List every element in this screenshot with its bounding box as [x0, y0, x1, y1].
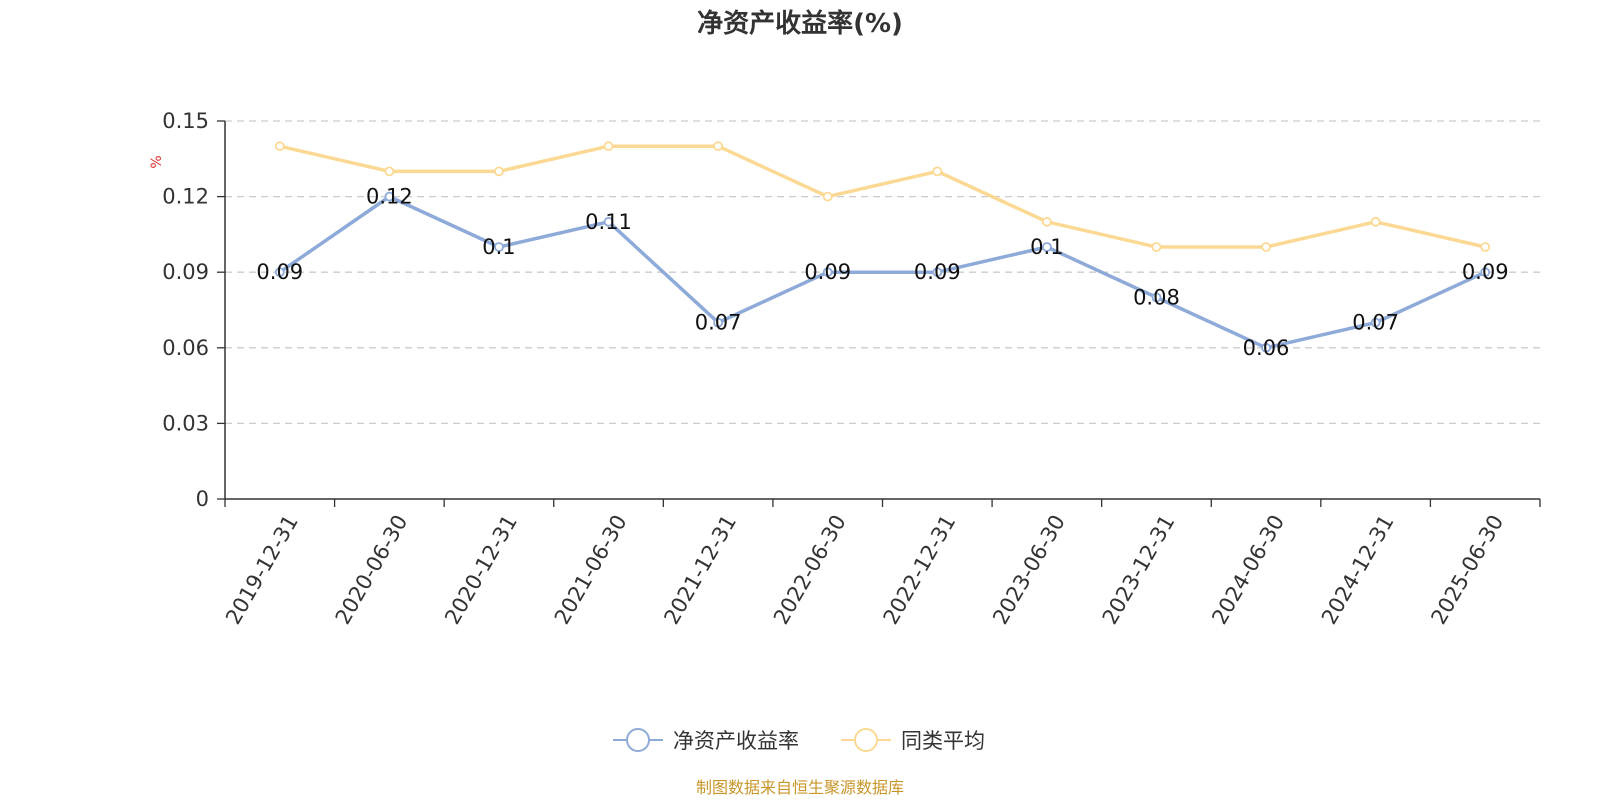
data-point	[1261, 342, 1271, 353]
data-point	[822, 267, 833, 278]
series-line	[278, 194, 1487, 350]
grid-lines	[225, 120, 1540, 425]
x-tick-label: 2024-06-30	[1207, 511, 1289, 629]
x-tick-label: 2021-06-30	[550, 511, 632, 629]
data-label: 0.11	[585, 210, 632, 234]
legend-label: 净资产收益率	[673, 729, 799, 753]
x-tick-label: 2022-06-30	[769, 511, 851, 629]
data-point	[274, 141, 285, 152]
source-note: 制图数据来自恒生聚源数据库	[696, 778, 904, 797]
legend-marker	[626, 728, 650, 752]
series-peer-average	[274, 141, 1491, 252]
y-tick-label: 0.09	[162, 260, 209, 284]
y-unit-label: %	[149, 155, 165, 168]
x-tick-label: 2022-12-31	[879, 511, 961, 629]
x-tick-label: 2020-12-31	[440, 511, 522, 629]
x-tick-label: 2023-12-31	[1098, 511, 1180, 629]
data-label: 0.08	[1133, 285, 1180, 309]
data-point	[384, 166, 395, 177]
data-point	[1041, 216, 1052, 227]
data-point	[603, 216, 614, 227]
data-point	[932, 166, 943, 177]
data-label: 0.1	[482, 235, 515, 259]
data-label: 0.06	[1243, 336, 1290, 360]
data-point	[1370, 317, 1381, 328]
data-point	[713, 317, 724, 328]
x-tick-label: 2025-06-30	[1426, 511, 1508, 629]
data-label: 0.09	[1462, 260, 1509, 284]
data-point	[1261, 242, 1271, 252]
chart-title: 净资产收益率(%)	[697, 8, 903, 39]
legend-marker	[854, 728, 878, 752]
x-tick-label: 2021-12-31	[659, 511, 741, 629]
data-point	[1041, 242, 1052, 252]
legend-item: 同类平均	[841, 728, 985, 753]
series-line	[278, 144, 1487, 249]
series-roe	[274, 191, 1491, 353]
data-point	[932, 267, 943, 278]
data-point	[713, 141, 724, 152]
x-tick-label: 2020-06-30	[331, 511, 413, 629]
y-tick-label: 0.15	[162, 109, 209, 133]
data-label: 0.1	[1030, 235, 1063, 259]
data-labels: 0.09 0.12 0.1 0.11 0.07 0.09 0.09 0.1 0.08 0.06 0.…	[256, 185, 1508, 360]
data-point	[384, 191, 395, 202]
legend: 净资产收益率 同类平均	[613, 728, 985, 753]
data-point	[1480, 267, 1491, 278]
data-point	[1370, 216, 1381, 227]
data-point	[1480, 242, 1491, 252]
data-point	[494, 166, 504, 177]
data-label: 0.07	[1352, 311, 1399, 335]
x-tick-label: 2023-06-30	[988, 511, 1070, 629]
data-point	[603, 141, 614, 152]
data-point	[1151, 242, 1162, 252]
data-label: 0.09	[804, 260, 851, 284]
series-layer	[274, 141, 1491, 353]
y-tick-label: 0.03	[162, 411, 209, 435]
x-tick-label: 2019-12-31	[221, 511, 303, 629]
data-point	[274, 267, 285, 278]
y-tick-label: 0	[196, 487, 209, 511]
data-label: 0.12	[366, 185, 413, 209]
data-label: 0.09	[914, 260, 961, 284]
data-point	[1151, 292, 1162, 303]
data-label: 0.09	[256, 260, 303, 284]
y-tick-label: 0.12	[162, 185, 209, 209]
legend-item: 净资产收益率	[613, 728, 799, 753]
data-point	[822, 191, 833, 202]
y-tick-label: 0.06	[162, 336, 209, 360]
data-point	[494, 242, 504, 252]
data-label: 0.07	[695, 311, 742, 335]
legend-label: 同类平均	[901, 729, 985, 753]
x-tick-label: 2024-12-31	[1317, 511, 1399, 629]
